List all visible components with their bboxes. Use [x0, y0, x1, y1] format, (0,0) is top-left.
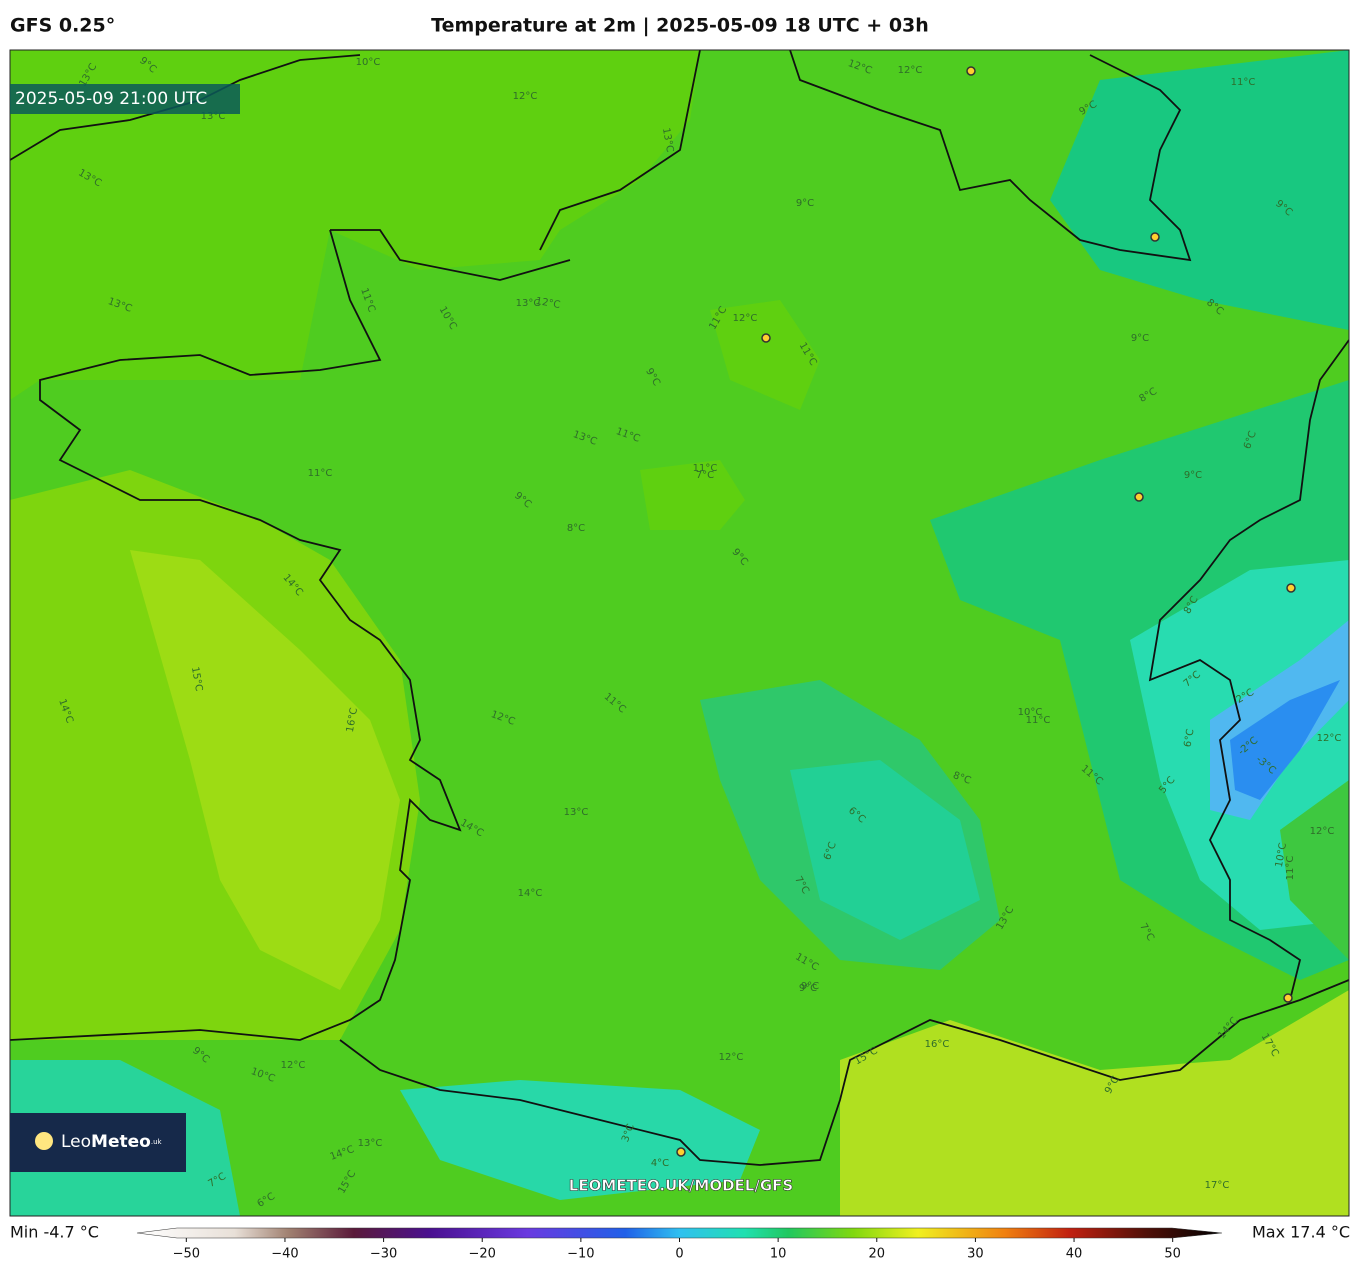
contour-label: 13°C [564, 807, 589, 818]
colorbar-tick-label: 30 [967, 1247, 984, 1262]
contour-label: 12°C [513, 91, 538, 102]
contour-label: 11°C [693, 463, 718, 474]
contour-label: 9°C [799, 983, 817, 994]
contour-label: 12°C [719, 1052, 744, 1063]
contour-label: 9°C [801, 981, 819, 992]
colorbar-bar [136, 1227, 1223, 1239]
logo-light: Leo [61, 1132, 91, 1152]
contour-label: 11°C [1285, 856, 1296, 881]
colorbar-tick-label: −50 [173, 1247, 200, 1262]
contour-label: 9°C [1184, 470, 1202, 481]
cities [676, 66, 1296, 1157]
contour-label: 8°C [567, 523, 585, 534]
contour-label: 10°C [356, 57, 381, 68]
valid-time: 2025-05-09 21:00 UTC [15, 89, 207, 109]
model-name: GFS 0.25° [10, 15, 115, 37]
contour-label: 9°C [1131, 333, 1149, 344]
contour-label: 12°C [898, 65, 923, 76]
field-channel [10, 50, 700, 400]
contour-label: 16°C [925, 1039, 950, 1050]
colorbar-tick-label: 50 [1164, 1247, 1181, 1262]
logo-sun [35, 1132, 53, 1150]
colorbar-tick-label: −20 [469, 1247, 496, 1262]
contour-label: 10°C [1274, 842, 1289, 868]
colorbar-tick-label: −10 [567, 1247, 594, 1262]
field-alps-coldest [1230, 680, 1340, 800]
contour-label: 11°C [308, 468, 333, 479]
contour-label: 13°C [660, 127, 675, 153]
watermark: LEOMETEO.UK/MODEL/GFS [569, 1177, 793, 1195]
field-warm-spot [640, 460, 745, 530]
map-title: Temperature at 2m | 2025-05-09 18 UTC + … [431, 15, 929, 37]
contour-label: 13°C [201, 111, 226, 122]
field-massif-cold [790, 760, 980, 940]
contour-label: 15°C [189, 666, 204, 692]
contour-label: 12°C [733, 313, 758, 324]
field-ne [1050, 50, 1349, 330]
map: 13°C 9°C 10°C 12°C 12°C 12°C 11°C 9°C 13°C 13°C 13… [10, 50, 1349, 1216]
colorbar: −50 −40 −30 −20 −10 0 10 20 30 40 50 [136, 1227, 1223, 1262]
logo-bold: Meteo [91, 1132, 151, 1152]
field-pyrenees [400, 1080, 760, 1200]
contour-label: 6°C [1182, 728, 1196, 748]
field-med [840, 990, 1349, 1216]
contour-label: 13°C [358, 1138, 383, 1149]
contour-label: 11°C [1231, 77, 1256, 88]
contour-label: 7°C [696, 470, 714, 481]
field-paris [710, 300, 820, 410]
colorbar-tick-label: −30 [370, 1247, 397, 1262]
colorbar-tick-label: 0 [675, 1247, 683, 1262]
field-biscay-warm [130, 550, 400, 990]
map-frame [9, 49, 1350, 1217]
contour-label: 12°C [535, 296, 561, 311]
contour-label: 13°C [516, 298, 541, 309]
min-label: Min -4.7 °C [10, 1223, 99, 1242]
colorbar-tick-label: −40 [271, 1247, 298, 1262]
colorbar-tick-label: 40 [1066, 1247, 1083, 1262]
max-label: Max 17.4 °C [1252, 1223, 1350, 1242]
contour-label: 17°C [1205, 1180, 1230, 1191]
field-italy [1280, 780, 1349, 960]
contour-label: 12°C [1310, 826, 1335, 837]
time-box [10, 84, 240, 114]
contour-label: 12°C [281, 1060, 306, 1071]
contour-label: 16°C [345, 707, 360, 733]
contour-label: 12°C [1317, 733, 1342, 744]
logo-suffix: .uk [151, 1138, 163, 1146]
contour-label: 10°C [1018, 707, 1043, 718]
contour-label: 4°C [651, 1158, 669, 1169]
contour-label: 9°C [796, 198, 814, 209]
contour-label: 14°C [518, 888, 543, 899]
colorbar-tick-label: 20 [868, 1247, 885, 1262]
contour-label: 11°C [1026, 715, 1051, 726]
logo: LeoMeteo.uk [61, 1132, 163, 1152]
colorbar-tick-label: 10 [770, 1247, 787, 1262]
